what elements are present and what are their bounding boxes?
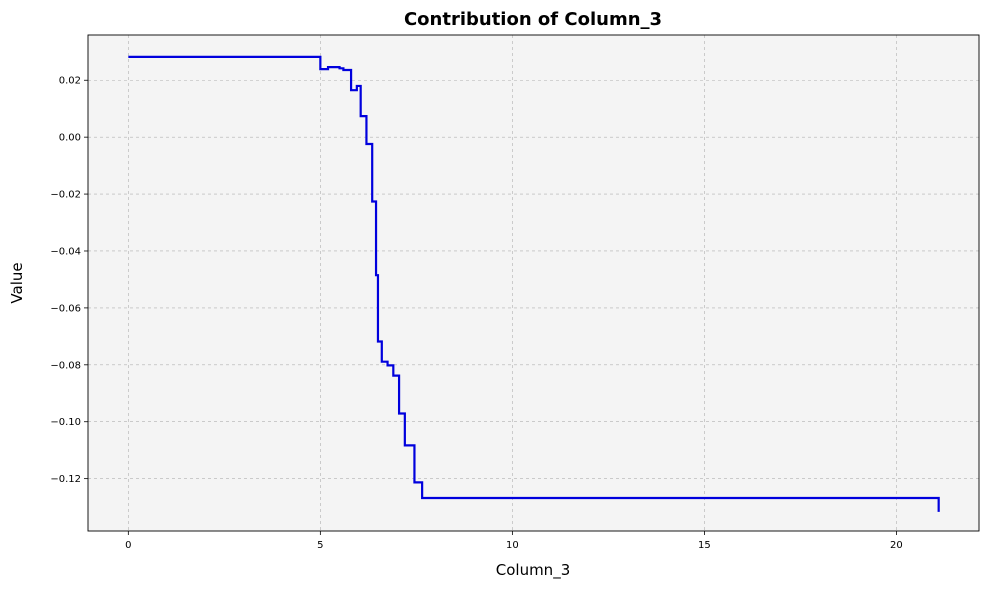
- y-tick-label: −0.02: [50, 190, 81, 201]
- y-tick-label: −0.06: [50, 303, 81, 314]
- x-tick-label: 20: [890, 540, 903, 551]
- x-axis-title: Column_3: [496, 561, 571, 580]
- y-tick-label: 0.02: [59, 76, 81, 87]
- y-tick-label: −0.12: [50, 474, 81, 485]
- series-line: [128, 55, 940, 512]
- plot-area-frame: [87, 34, 980, 532]
- series-layer: [128, 55, 940, 512]
- y-tick-label: −0.08: [50, 360, 81, 371]
- y-tick-label: −0.10: [50, 417, 81, 428]
- plot-area-background: [88, 35, 979, 531]
- grid-lines: [88, 35, 979, 531]
- x-tick-label: 10: [506, 540, 519, 551]
- y-tick-label: −0.04: [50, 246, 81, 257]
- axis-ticks: 0 5 10 15 20 0.02 0.00 −0.02 −0.04 −0.06 −0.08 −0.1…: [50, 76, 902, 551]
- x-tick-label: 0: [125, 540, 131, 551]
- x-tick-label: 5: [317, 540, 323, 551]
- y-axis-title: Value: [8, 262, 26, 303]
- x-tick-label: 15: [698, 540, 711, 551]
- y-tick-label: 0.00: [59, 133, 81, 144]
- chart-title: Contribution of Column_3: [404, 9, 662, 30]
